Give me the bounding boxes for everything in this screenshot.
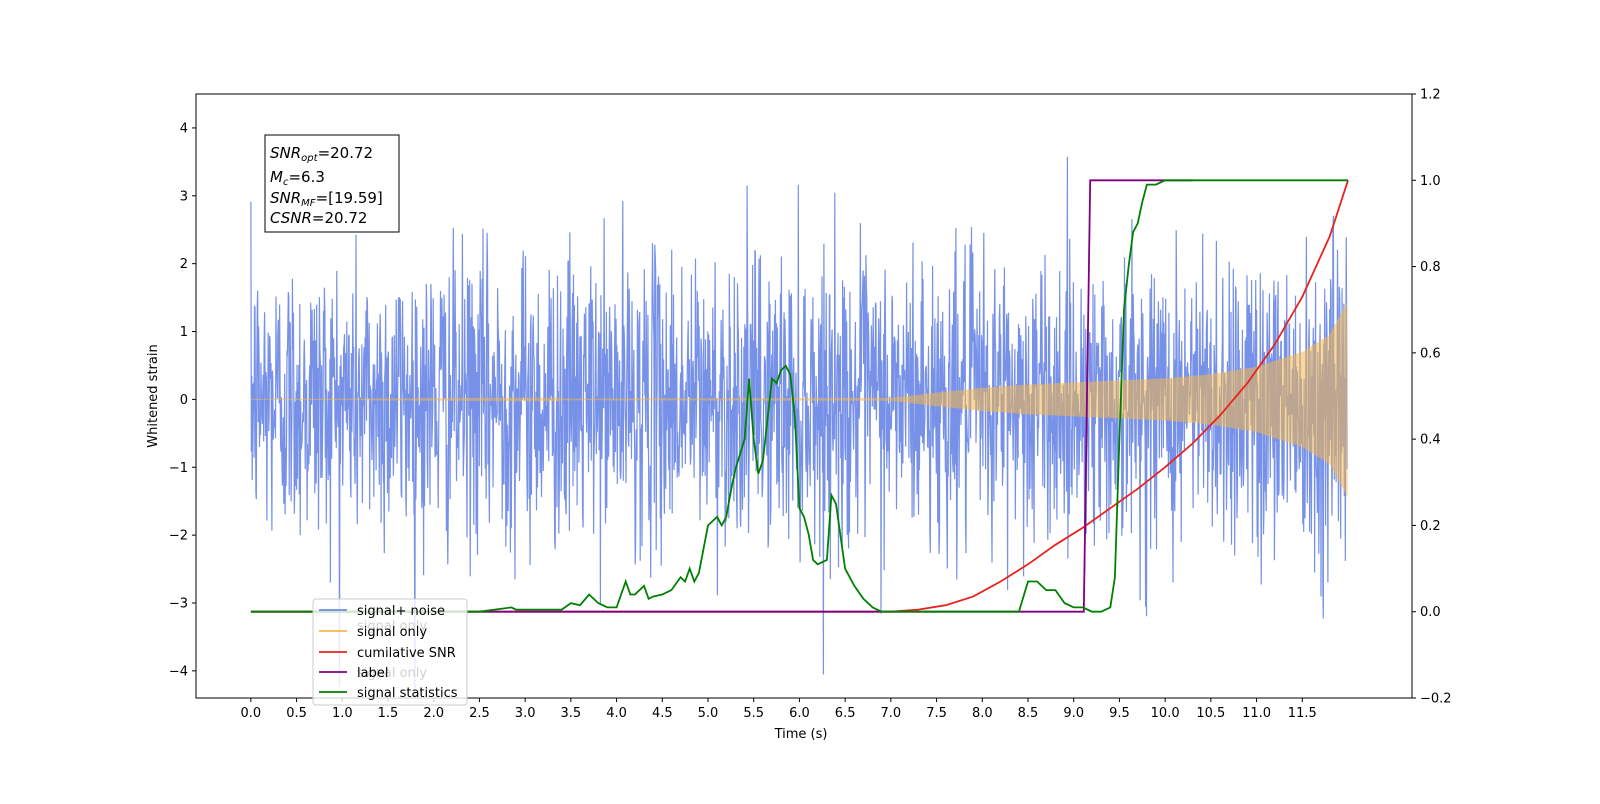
axes-frame xyxy=(195,93,1413,699)
x-tick-label: 0.0 xyxy=(241,706,262,721)
y-axis-label: Whitened strain xyxy=(146,344,161,447)
x-tick-label: 6.0 xyxy=(789,706,810,721)
y-tick-label: 0 xyxy=(180,393,188,408)
annotation-mc: Mc=6.3 xyxy=(270,168,325,188)
x-tick-label: 9.5 xyxy=(1109,706,1130,721)
series-signal-only xyxy=(250,303,1348,497)
x-tick-label: 3.0 xyxy=(515,706,536,721)
y2-tick-label: 1.2 xyxy=(1420,88,1441,103)
y-tick-label: −3 xyxy=(169,596,188,611)
y-tick-label: −2 xyxy=(169,529,188,544)
series-cumilative-snr xyxy=(250,180,1349,613)
legend-hidden-text-2: signal only xyxy=(357,666,427,681)
plot-clip-group xyxy=(250,156,1349,698)
x-tick-label: 4.0 xyxy=(606,706,627,721)
x-tick-label: 11.0 xyxy=(1242,706,1271,721)
x-tick-label: 7.0 xyxy=(881,706,902,721)
x-tick-label: 3.5 xyxy=(561,706,582,721)
y-tick-label: 1 xyxy=(180,325,188,340)
legend-label: label xyxy=(357,666,388,681)
y2-tick-label: 0.8 xyxy=(1420,260,1441,275)
x-tick-label: 8.5 xyxy=(1018,706,1039,721)
annotation-snr-opt: SNRopt=20.72 xyxy=(270,144,373,164)
x-tick-label: 10.0 xyxy=(1151,706,1180,721)
x-tick-label: 2.0 xyxy=(423,706,444,721)
series-signal-statistics xyxy=(250,179,1348,613)
x-tick-label: 5.0 xyxy=(698,706,719,721)
y2-tick-label: 0.0 xyxy=(1420,605,1441,620)
legend-label: signal only xyxy=(357,625,427,640)
x-tick-label: 1.5 xyxy=(378,706,399,721)
y-tick-label: 2 xyxy=(180,257,188,272)
legend-label: cumilative SNR xyxy=(357,646,456,661)
series-label xyxy=(250,179,1193,613)
x-tick-label: 2.5 xyxy=(469,706,490,721)
annotation-snr-mf: SNRMF=[19.59] xyxy=(270,189,383,209)
y2-tick-label: 1.0 xyxy=(1420,174,1441,189)
x-tick-label: 4.5 xyxy=(652,706,673,721)
annotation-csnr: CSNR=20.72 xyxy=(270,209,367,227)
x-tick-label: 8.0 xyxy=(972,706,993,721)
annotation-box: SNRopt=20.72 Mc=6.3 SNRMF=[19.59] CSNR=2… xyxy=(264,134,400,233)
x-tick-label: 11.5 xyxy=(1288,706,1317,721)
x-tick-label: 7.5 xyxy=(926,706,947,721)
legend-label: signal statistics xyxy=(357,686,458,701)
plot-area xyxy=(250,156,1349,698)
y2-tick-label: 0.2 xyxy=(1420,519,1441,534)
x-tick-label: 0.5 xyxy=(286,706,307,721)
y2-tick-label: 0.6 xyxy=(1420,346,1441,361)
x-tick-label: 1.0 xyxy=(332,706,353,721)
x-tick-label: 10.5 xyxy=(1196,706,1225,721)
series-signal-noise xyxy=(250,156,1348,698)
legend-hidden-text-1: signal only xyxy=(357,619,427,634)
x-axis-label: Time (s) xyxy=(774,727,828,742)
legend-label: signal+ noise xyxy=(357,604,445,619)
y2-tick-label: 0.4 xyxy=(1420,433,1441,448)
legend: signal only signal only signal+ noisesig… xyxy=(312,598,468,706)
x-tick-label: 6.5 xyxy=(835,706,856,721)
y2-tick-label: −0.2 xyxy=(1420,692,1452,707)
y-tick-label: 4 xyxy=(180,121,188,136)
x-tick-label: 9.0 xyxy=(1063,706,1084,721)
x-tick-label: 5.5 xyxy=(743,706,764,721)
y-tick-label: 3 xyxy=(180,189,188,204)
y-tick-label: −4 xyxy=(169,664,188,679)
y-tick-label: −1 xyxy=(169,461,188,476)
axes: 0.0 0.5 1.0 1.5 2.0 2.5 3.0 3.5 4.0 4.5 5.0 5.5 6.0 6… xyxy=(169,88,1452,722)
